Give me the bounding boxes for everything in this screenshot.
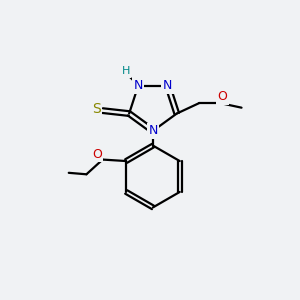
Text: O: O — [218, 90, 227, 103]
Text: H: H — [122, 67, 130, 76]
Text: O: O — [92, 148, 102, 161]
Text: N: N — [134, 79, 143, 92]
Text: S: S — [92, 102, 100, 116]
Text: N: N — [163, 79, 172, 92]
Text: N: N — [148, 124, 158, 137]
